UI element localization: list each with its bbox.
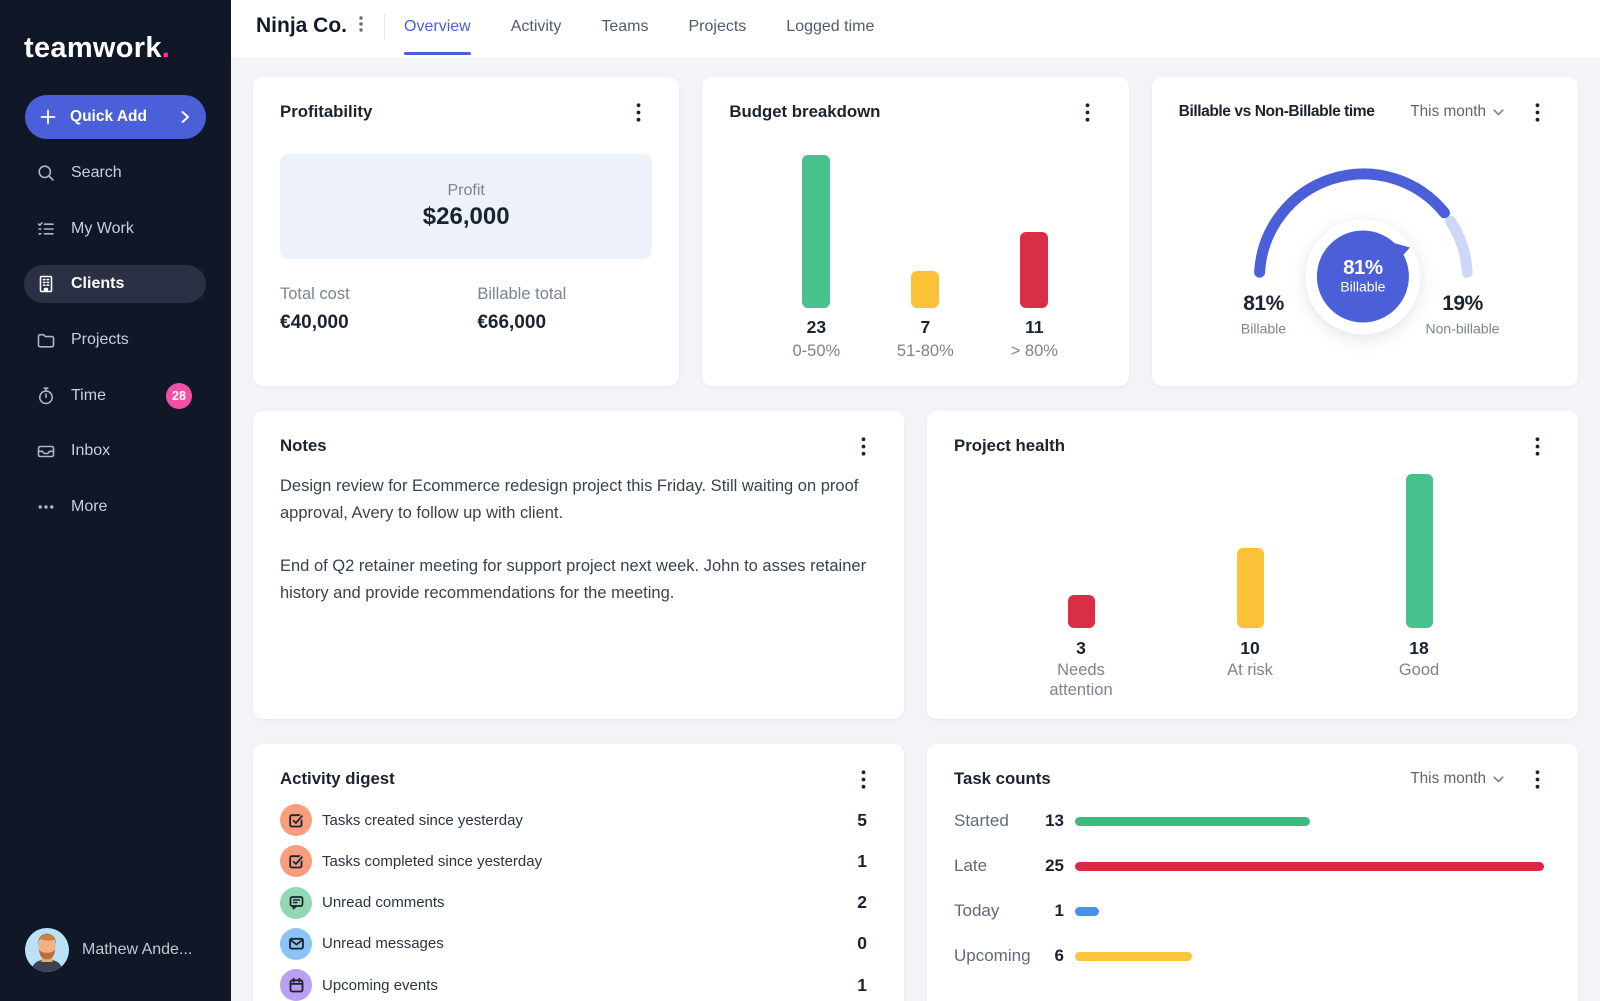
svg-text:Billable: Billable	[1241, 321, 1286, 337]
svg-text:81%: 81%	[1243, 292, 1284, 315]
svg-text:Non-billable: Non-billable	[1425, 321, 1499, 337]
svg-text:19%: 19%	[1442, 292, 1483, 315]
svg-text:81%: 81%	[1343, 256, 1383, 279]
svg-text:Billable: Billable	[1340, 279, 1385, 295]
